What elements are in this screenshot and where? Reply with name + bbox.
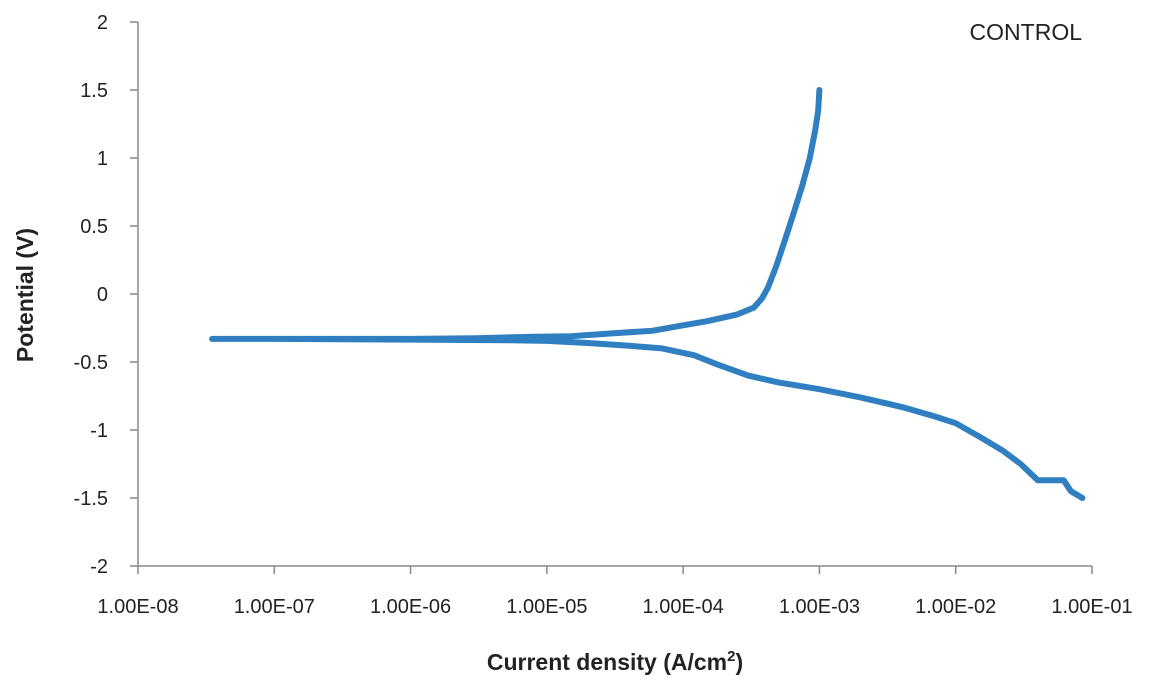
series-line bbox=[209, 87, 1086, 501]
control-annotation: CONTROL bbox=[970, 19, 1083, 45]
x-tick-label: 1.00E-05 bbox=[506, 596, 587, 618]
x-tick-label: 1.00E-01 bbox=[1051, 596, 1132, 618]
x-tick-label: 1.00E-07 bbox=[234, 596, 315, 618]
y-tick-label: -1.5 bbox=[74, 488, 108, 510]
x-tick-label: 1.00E-08 bbox=[97, 596, 178, 618]
y-tick-label: -2 bbox=[90, 556, 108, 578]
x-tick-label: 1.00E-06 bbox=[370, 596, 451, 618]
x-axis-title: Current density (A/cm2) bbox=[487, 648, 743, 675]
y-tick-label: 2 bbox=[97, 12, 108, 34]
x-axis-title-sup: 2 bbox=[727, 648, 735, 665]
y-ticks: 2 1.5 1 0.5 0 -0.5 -1 -1.5 -2 bbox=[74, 12, 138, 578]
y-tick-label: 1 bbox=[97, 148, 108, 170]
x-tick-label: 1.00E-03 bbox=[779, 596, 860, 618]
x-ticks: 1.00E-08 1.00E-07 1.00E-06 1.00E-05 1.00E-04… bbox=[97, 566, 1133, 618]
y-tick-label: 0 bbox=[97, 284, 108, 306]
x-tick-label: 1.00E-04 bbox=[643, 596, 724, 618]
y-tick-label: 1.5 bbox=[80, 80, 108, 102]
y-tick-label: -0.5 bbox=[74, 352, 108, 374]
x-tick-label: 1.00E-02 bbox=[915, 596, 996, 618]
y-tick-label: -1 bbox=[90, 420, 108, 442]
y-tick-label: 0.5 bbox=[80, 216, 108, 238]
x-axis-title-main: Current density (A/cm bbox=[487, 649, 727, 675]
y-axis-title: Potential (V) bbox=[12, 228, 38, 362]
x-axis-title-end: ) bbox=[735, 649, 743, 675]
